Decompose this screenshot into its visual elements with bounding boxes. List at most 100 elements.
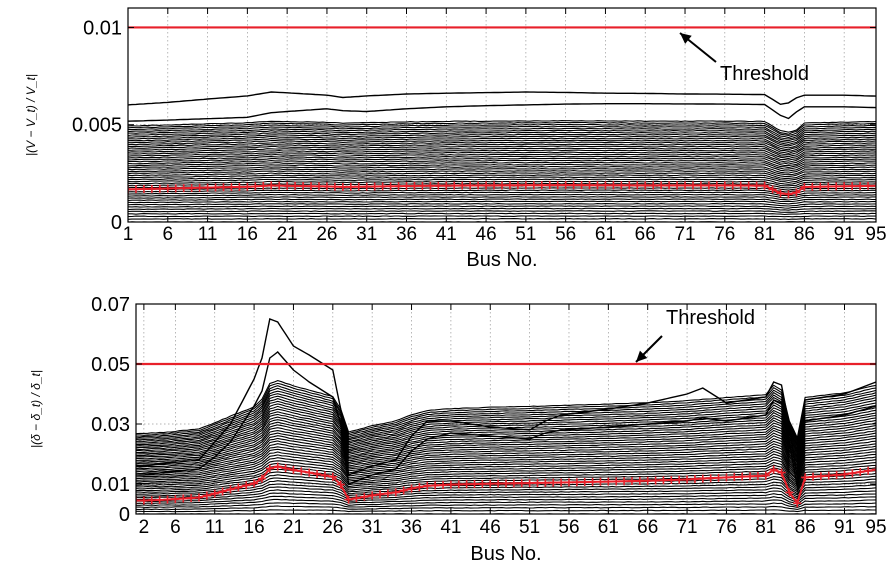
error-curve: [136, 393, 876, 448]
mean-error-marker: [720, 181, 729, 190]
mean-error-marker: [307, 182, 316, 191]
error-curve: [136, 424, 876, 465]
error-curve: [128, 131, 876, 143]
mean-error-marker: [800, 182, 809, 191]
mean-error-marker: [128, 185, 132, 194]
x-tick-label: 26: [316, 224, 337, 245]
mean-error-marker: [620, 477, 629, 486]
x-tick-label: 21: [277, 224, 298, 245]
mean-error-marker: [561, 181, 570, 190]
mean-error-marker: [840, 182, 849, 191]
mean-error-marker: [521, 181, 530, 190]
mean-error-marker: [139, 185, 148, 194]
error-curve: [136, 398, 876, 450]
error-curve: [128, 200, 876, 205]
mean-error-marker: [557, 478, 566, 487]
mean-error-marker: [585, 181, 594, 190]
x-tick-label: 41: [440, 517, 461, 538]
mean-error-marker: [848, 469, 857, 478]
mean-error-marker: [498, 181, 506, 190]
mean-error-marker: [462, 480, 471, 489]
mean-error-marker: [572, 478, 581, 487]
error-curve: [136, 505, 876, 511]
mean-error-marker: [267, 181, 276, 190]
mean-error-marker: [696, 181, 705, 190]
error-curve: [136, 443, 876, 476]
mean-error-marker: [612, 477, 621, 486]
mean-error-marker: [698, 474, 707, 483]
mean-error-marker: [545, 181, 554, 190]
mean-error-marker: [250, 479, 259, 488]
error-curve: [128, 176, 876, 184]
threshold-label: Threshold: [666, 307, 755, 329]
mean-error-marker: [299, 182, 308, 191]
x-tick-label: 91: [834, 224, 855, 245]
mean-error-marker: [338, 182, 347, 191]
axes-frame: [135, 303, 877, 515]
y-tick-label: 0.01: [91, 474, 130, 496]
threshold-label: Threshold: [720, 63, 809, 85]
mean-error-marker: [706, 474, 715, 483]
mean-error-marker: [275, 181, 284, 190]
mean-error-marker: [722, 473, 731, 482]
error-curve: [128, 155, 876, 165]
mean-error-marker: [801, 473, 810, 482]
error-curve: [128, 203, 876, 207]
mean-error-marker: [219, 183, 228, 192]
error-curve: [128, 147, 876, 158]
x-tick-label: 95: [865, 224, 886, 245]
mean-error-marker: [768, 185, 777, 194]
mean-error-marker: [179, 494, 188, 503]
mean-error-marker: [785, 488, 794, 497]
mean-error-marker: [450, 181, 459, 190]
error-curve: [128, 165, 876, 174]
mean-error-marker: [283, 181, 292, 190]
mean-error-marker: [509, 479, 518, 488]
error-curve-upper: [128, 103, 876, 122]
mean-error-marker: [738, 472, 747, 481]
x-tick-label: 81: [754, 224, 775, 245]
error-curve: [128, 157, 876, 167]
error-curves: [136, 318, 876, 514]
error-curve: [128, 159, 876, 169]
x-tick-label: 61: [595, 224, 616, 245]
x-tick-label: 41: [436, 224, 457, 245]
mean-error-marker: [439, 481, 448, 489]
mean-error-marker: [633, 181, 642, 190]
error-curve: [128, 174, 876, 181]
error-curve: [128, 123, 876, 136]
error-curve: [136, 421, 876, 464]
error-curve: [136, 411, 876, 457]
mean-error-marker: [824, 182, 833, 191]
error-curve: [128, 141, 876, 152]
mean-error-marker: [368, 491, 377, 500]
mean-error-marker: [155, 184, 164, 193]
mean-error-markers: [136, 462, 876, 508]
mean-error-marker: [242, 481, 251, 490]
error-curve-upper: [136, 351, 876, 488]
mean-error-marker: [533, 478, 542, 487]
mean-error-marker: [289, 465, 298, 474]
mean-error-marker: [330, 182, 339, 191]
mean-error-marker: [386, 182, 395, 191]
voltage-error-panel: 1 6 11 16 21 26 31 36 41 46 51 56 61 66 71 76 81 86 91 9500…: [24, 7, 887, 271]
mean-error-marker: [320, 471, 329, 480]
mean-error-marker: [423, 481, 432, 490]
error-curve: [128, 149, 876, 160]
mean-error-marker: [194, 493, 203, 502]
mean-error-marker: [673, 181, 682, 190]
error-curve: [136, 448, 876, 479]
x-tick-label: 71: [674, 224, 695, 245]
x-tick-label: 21: [283, 517, 304, 538]
x-tick-label: 1: [123, 224, 134, 245]
mean-error-marker: [537, 181, 546, 190]
mean-error-marker: [651, 476, 660, 485]
mean-error-marker: [792, 188, 801, 197]
mean-error-marker: [777, 468, 786, 477]
error-curve: [128, 198, 876, 203]
mean-error-marker: [139, 496, 148, 505]
y-tick-label: 0.07: [91, 294, 130, 316]
x-tick-label: 16: [237, 224, 258, 245]
mean-error-marker: [360, 492, 369, 501]
mean-error-marker: [171, 184, 180, 193]
